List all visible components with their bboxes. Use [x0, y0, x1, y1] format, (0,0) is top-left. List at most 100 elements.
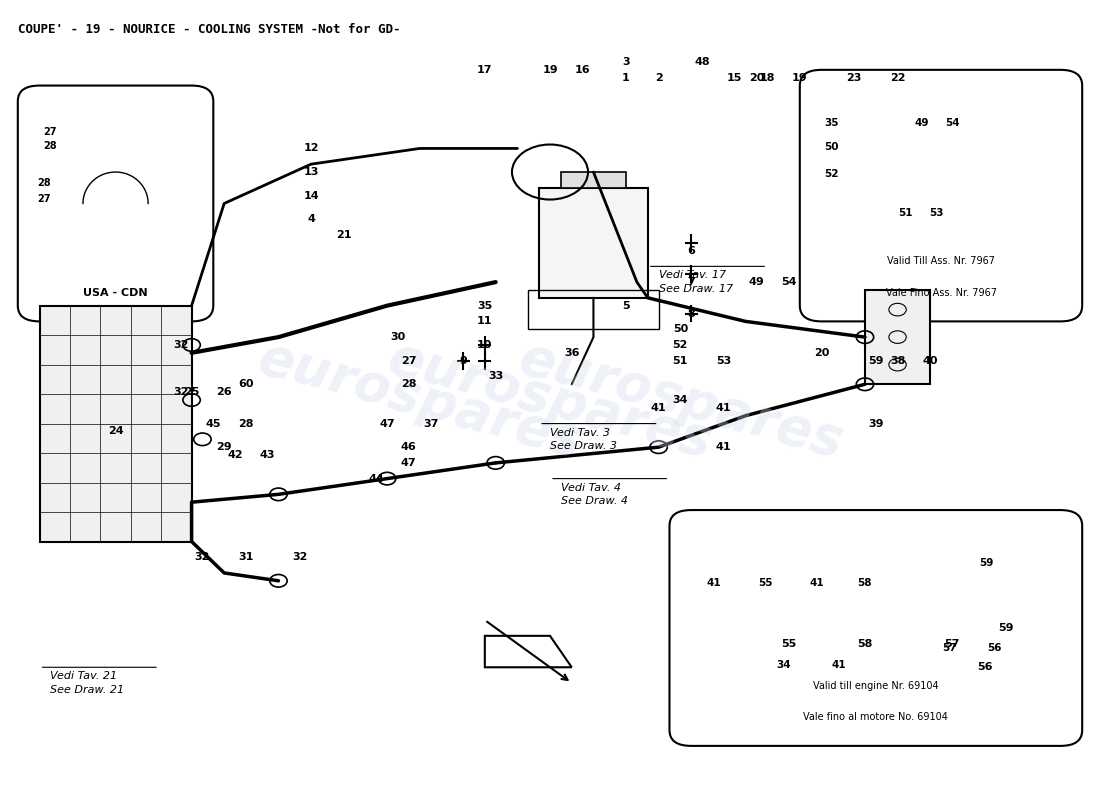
Text: 46: 46 — [400, 442, 417, 452]
Text: 54: 54 — [781, 277, 796, 287]
Text: COUPE' - 19 - NOURICE - COOLING SYSTEM -Not for GD-: COUPE' - 19 - NOURICE - COOLING SYSTEM -… — [18, 22, 400, 36]
Text: 44: 44 — [368, 474, 384, 484]
Text: 59: 59 — [999, 623, 1014, 633]
Text: 58: 58 — [858, 578, 872, 588]
Text: Vedi Tav. 17
See Draw. 17: Vedi Tav. 17 See Draw. 17 — [659, 270, 733, 294]
Text: 41: 41 — [706, 578, 721, 588]
Text: 6: 6 — [688, 246, 695, 256]
Text: 50: 50 — [824, 142, 838, 152]
Bar — [539, 188, 648, 298]
Text: 58: 58 — [857, 638, 872, 649]
Text: 49: 49 — [914, 118, 929, 128]
Text: 34: 34 — [672, 395, 689, 405]
Text: 3: 3 — [623, 57, 630, 67]
Text: 28: 28 — [43, 142, 57, 151]
Text: 22: 22 — [890, 73, 905, 82]
Text: 40: 40 — [923, 356, 938, 366]
Text: Vale Fino Ass. Nr. 7967: Vale Fino Ass. Nr. 7967 — [886, 288, 997, 298]
Text: 8: 8 — [688, 309, 695, 318]
Text: 25: 25 — [184, 387, 199, 397]
Text: 55: 55 — [758, 578, 772, 588]
Text: 9: 9 — [459, 356, 468, 366]
Text: 13: 13 — [304, 167, 319, 177]
Text: 33: 33 — [488, 371, 504, 382]
Text: 48: 48 — [694, 57, 710, 67]
Text: Vedi Tav. 3
See Draw. 3: Vedi Tav. 3 See Draw. 3 — [550, 428, 617, 451]
Text: 39: 39 — [868, 418, 883, 429]
Text: 2: 2 — [654, 73, 662, 82]
Text: 43: 43 — [260, 450, 275, 460]
Text: 20: 20 — [814, 348, 829, 358]
Text: 38: 38 — [890, 356, 905, 366]
Bar — [528, 290, 659, 330]
Text: 23: 23 — [846, 73, 861, 82]
Text: 47: 47 — [402, 458, 417, 468]
Text: 32: 32 — [195, 552, 210, 562]
Text: 1: 1 — [623, 73, 630, 82]
Text: 41: 41 — [651, 403, 667, 413]
Text: 51: 51 — [898, 208, 912, 218]
Text: 53: 53 — [716, 356, 732, 366]
Text: 5: 5 — [623, 301, 630, 310]
Text: 56: 56 — [987, 643, 1001, 654]
Bar — [40, 306, 191, 542]
Text: 11: 11 — [477, 316, 493, 326]
Text: USA - CDN: USA - CDN — [84, 288, 147, 298]
Text: 10: 10 — [477, 340, 493, 350]
Text: 7: 7 — [688, 277, 695, 287]
Text: 41: 41 — [716, 442, 732, 452]
Text: 27: 27 — [37, 194, 51, 204]
Text: 57: 57 — [944, 638, 959, 649]
Text: 4: 4 — [307, 214, 315, 224]
Text: 52: 52 — [672, 340, 688, 350]
Text: 60: 60 — [238, 379, 254, 390]
Text: 28: 28 — [402, 379, 417, 390]
Text: Vedi Tav. 21
See Draw. 21: Vedi Tav. 21 See Draw. 21 — [51, 671, 124, 694]
Text: 12: 12 — [304, 143, 319, 154]
Text: 32: 32 — [173, 387, 188, 397]
Text: 54: 54 — [946, 118, 960, 128]
Text: 57: 57 — [943, 643, 957, 654]
Text: 17: 17 — [477, 65, 493, 75]
Text: 36: 36 — [564, 348, 580, 358]
Text: 41: 41 — [716, 403, 732, 413]
Text: 21: 21 — [336, 230, 351, 240]
Text: 14: 14 — [304, 190, 319, 201]
Text: 50: 50 — [673, 324, 688, 334]
Text: Valid Till Ass. Nr. 7967: Valid Till Ass. Nr. 7967 — [887, 256, 996, 266]
Text: 16: 16 — [575, 65, 591, 75]
Text: 20: 20 — [749, 73, 764, 82]
Text: 51: 51 — [672, 356, 688, 366]
Text: 53: 53 — [930, 208, 944, 218]
Text: 34: 34 — [777, 660, 791, 670]
Text: Vale fino al motore No. 69104: Vale fino al motore No. 69104 — [803, 712, 948, 722]
Text: 49: 49 — [748, 277, 764, 287]
Text: 47: 47 — [379, 418, 395, 429]
Text: 31: 31 — [239, 552, 254, 562]
Text: 59: 59 — [979, 558, 993, 567]
Text: 28: 28 — [37, 178, 51, 188]
Text: 35: 35 — [824, 118, 838, 128]
Text: Vedi Tav. 4
See Draw. 4: Vedi Tav. 4 See Draw. 4 — [561, 482, 628, 506]
Text: eurospares: eurospares — [252, 332, 587, 468]
Text: 55: 55 — [781, 638, 796, 649]
Text: 19: 19 — [542, 65, 558, 75]
Text: Valid till engine Nr. 69104: Valid till engine Nr. 69104 — [813, 681, 938, 691]
Text: 35: 35 — [477, 301, 493, 310]
Text: 56: 56 — [977, 662, 992, 672]
Bar — [561, 172, 626, 188]
Text: eurospares: eurospares — [383, 332, 717, 468]
Text: 32: 32 — [293, 552, 308, 562]
Text: 27: 27 — [402, 356, 417, 366]
Text: 29: 29 — [217, 442, 232, 452]
Text: 41: 41 — [810, 578, 824, 588]
Text: 27: 27 — [43, 127, 57, 137]
Bar — [865, 290, 931, 384]
Polygon shape — [485, 636, 572, 667]
Text: 42: 42 — [228, 450, 243, 460]
Text: 28: 28 — [238, 418, 254, 429]
Text: 41: 41 — [832, 660, 846, 670]
Text: eurospares: eurospares — [513, 332, 848, 468]
Text: 45: 45 — [206, 418, 221, 429]
Text: 26: 26 — [217, 387, 232, 397]
